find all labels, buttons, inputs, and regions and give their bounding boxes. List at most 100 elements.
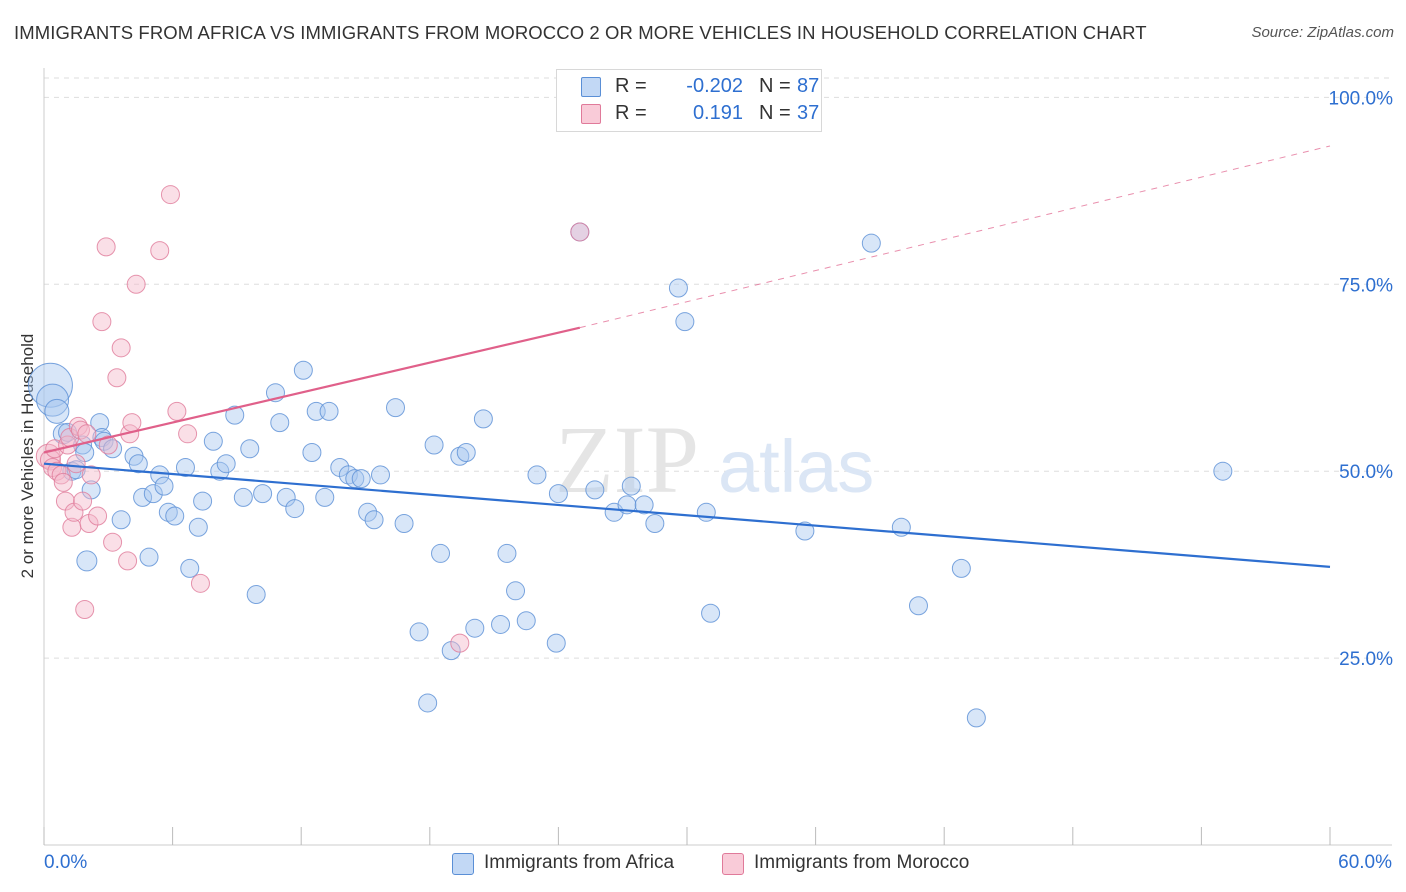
africa-point [319, 401, 339, 421]
africa-point [203, 431, 223, 451]
trend-line-morocco [43, 326, 581, 454]
africa-point [165, 506, 185, 526]
morocco-point [190, 573, 210, 593]
africa-point [302, 443, 322, 462]
africa-point [143, 484, 163, 504]
trend-line-morocco-extension [579, 145, 1331, 329]
africa-point [386, 398, 406, 418]
africa-point [27, 362, 73, 408]
morocco-point [111, 338, 131, 358]
legend-swatch-africa [581, 77, 601, 97]
africa-point [270, 413, 290, 433]
africa-point [668, 278, 688, 298]
africa-point [456, 443, 476, 462]
morocco-point [178, 424, 198, 444]
africa-point [795, 521, 815, 541]
y-tick-label: 100.0% [1329, 88, 1394, 109]
africa-point [548, 484, 568, 504]
africa-point [364, 510, 384, 530]
africa-point [139, 547, 159, 567]
africa-point [497, 543, 517, 563]
africa-point [193, 491, 213, 511]
africa-point [546, 633, 566, 653]
africa-point [180, 558, 200, 578]
africa-point [696, 502, 716, 522]
africa-point [409, 622, 429, 642]
africa-point [861, 233, 881, 253]
africa-point [701, 603, 721, 623]
morocco-point [70, 420, 90, 440]
morocco-point [450, 633, 470, 653]
legend-n-label: N = [759, 102, 791, 124]
trend-line-africa [43, 462, 1331, 568]
africa-point [175, 457, 195, 477]
source-label: Source: ZipAtlas.com [1251, 24, 1394, 41]
series-swatch-africa [452, 853, 474, 875]
morocco-point [88, 506, 108, 526]
africa-point [210, 461, 230, 481]
chart-title: IMMIGRANTS FROM AFRICA VS IMMIGRANTS FRO… [14, 22, 1147, 43]
morocco-point [98, 435, 118, 455]
morocco-point [150, 241, 170, 261]
morocco-point [122, 413, 142, 433]
legend-n-label: N = [759, 75, 791, 97]
africa-point [154, 476, 174, 496]
africa-point [1213, 461, 1233, 481]
africa-point [293, 360, 313, 380]
africa-point [76, 550, 98, 572]
series-label-africa: Immigrants from Africa [484, 852, 675, 873]
y-tick-label: 75.0% [1339, 275, 1393, 296]
morocco-point [160, 185, 180, 205]
africa-point [394, 514, 414, 534]
africa-point [418, 693, 438, 713]
trend-lines [43, 145, 1331, 568]
africa-point [253, 484, 273, 504]
legend-swatch-morocco [581, 104, 601, 124]
watermark: ZIP atlas [555, 406, 874, 513]
morocco-point [107, 368, 127, 388]
africa-point [188, 517, 208, 537]
africa-point [338, 465, 358, 485]
africa-point [908, 596, 928, 616]
africa-point [527, 465, 547, 485]
morocco-point [81, 465, 101, 485]
grid-lines [44, 77, 1392, 659]
morocco-point [96, 237, 116, 257]
africa-point [133, 487, 153, 507]
y-tick-labels: 25.0% 50.0% 75.0% 100.0% [1329, 88, 1394, 670]
morocco-point [73, 491, 93, 511]
morocco-point [570, 222, 590, 242]
legend-r-morocco: 0.191 [692, 102, 743, 124]
data-points [27, 185, 1233, 728]
africa-point [90, 413, 110, 433]
africa-point [465, 618, 485, 638]
legend-r-africa: -0.202 [686, 75, 743, 97]
africa-point [315, 487, 335, 507]
x-tick-label-max: 60.0% [1338, 852, 1392, 873]
morocco-point [118, 551, 138, 571]
morocco-point [103, 532, 123, 552]
africa-point [516, 611, 536, 631]
africa-point [966, 708, 986, 728]
y-tick-label: 25.0% [1339, 649, 1393, 670]
africa-point [506, 581, 526, 601]
africa-point [128, 454, 148, 474]
africa-point [431, 543, 451, 563]
africa-point [351, 469, 371, 489]
morocco-point [126, 274, 146, 294]
legend-n-africa: 87 [797, 75, 820, 97]
morocco-point [53, 472, 73, 492]
africa-point [424, 435, 444, 455]
africa-point [216, 454, 236, 474]
y-tick-label: 50.0% [1339, 462, 1393, 483]
africa-point [358, 502, 378, 522]
africa-point [150, 465, 170, 485]
legend-r-label: R = [615, 75, 647, 97]
series-label-morocco: Immigrants from Morocco [754, 852, 970, 873]
africa-point [285, 499, 305, 519]
morocco-point [66, 454, 86, 474]
series-swatch-morocco [722, 853, 744, 875]
africa-point [240, 439, 260, 459]
africa-point [491, 614, 511, 634]
